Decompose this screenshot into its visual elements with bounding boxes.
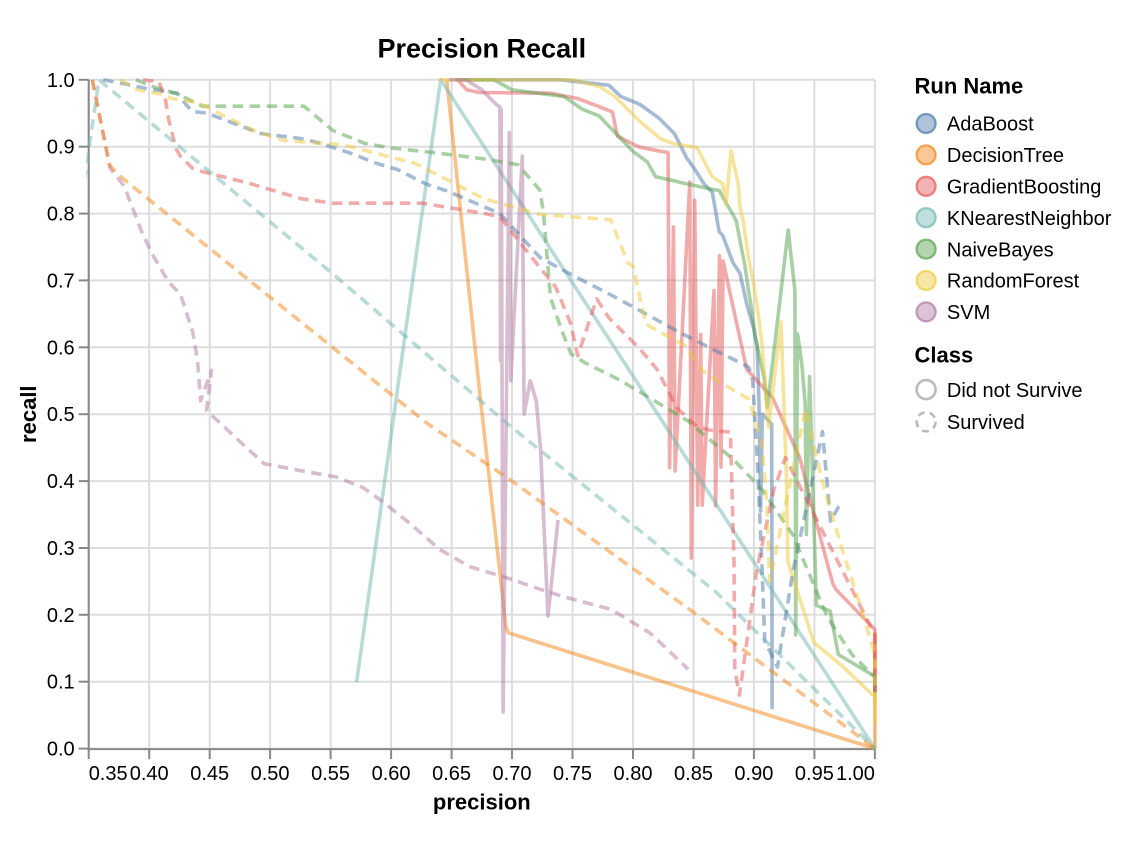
svg-text:0.1: 0.1: [47, 672, 75, 694]
svg-text:precision: precision: [433, 790, 531, 815]
svg-text:NaiveBayes: NaiveBayes: [947, 239, 1054, 261]
svg-text:0.80: 0.80: [614, 763, 653, 785]
svg-text:0.45: 0.45: [190, 763, 229, 785]
svg-text:0.55: 0.55: [311, 763, 350, 785]
svg-text:0.8: 0.8: [47, 204, 75, 226]
svg-text:KNearestNeighbor: KNearestNeighbor: [947, 208, 1112, 230]
svg-text:0.5: 0.5: [47, 404, 75, 426]
svg-text:RandomForest: RandomForest: [947, 271, 1080, 293]
svg-text:0.85: 0.85: [674, 763, 713, 785]
svg-text:DecisionTree: DecisionTree: [947, 145, 1064, 167]
svg-text:Survived: Survived: [947, 412, 1025, 434]
svg-text:Run Name: Run Name: [915, 74, 1024, 99]
svg-text:0.65: 0.65: [432, 763, 471, 785]
svg-text:0.6: 0.6: [47, 337, 75, 359]
svg-text:0.3: 0.3: [47, 538, 75, 560]
svg-text:AdaBoost: AdaBoost: [947, 114, 1034, 136]
svg-text:0.9: 0.9: [47, 137, 75, 159]
svg-text:1.00: 1.00: [836, 763, 875, 785]
svg-text:0.40: 0.40: [130, 763, 169, 785]
svg-text:0.2: 0.2: [47, 605, 75, 627]
svg-text:0.50: 0.50: [251, 763, 290, 785]
svg-text:0.90: 0.90: [734, 763, 773, 785]
svg-text:Class: Class: [915, 343, 974, 368]
svg-text:Did not Survive: Did not Survive: [947, 380, 1083, 402]
svg-text:0.35: 0.35: [89, 763, 128, 785]
svg-text:0.60: 0.60: [372, 763, 411, 785]
svg-text:0.7: 0.7: [47, 270, 75, 292]
svg-text:0.75: 0.75: [553, 763, 592, 785]
svg-text:0.0: 0.0: [47, 739, 75, 761]
svg-text:recall: recall: [16, 385, 41, 443]
svg-text:1.0: 1.0: [47, 70, 75, 92]
svg-text:0.70: 0.70: [493, 763, 532, 785]
svg-text:0.4: 0.4: [47, 471, 75, 493]
svg-text:0.95: 0.95: [795, 763, 834, 785]
svg-text:GradientBoosting: GradientBoosting: [947, 177, 1102, 199]
svg-text:SVM: SVM: [947, 302, 990, 324]
svg-text:Precision Recall: Precision Recall: [377, 34, 586, 64]
